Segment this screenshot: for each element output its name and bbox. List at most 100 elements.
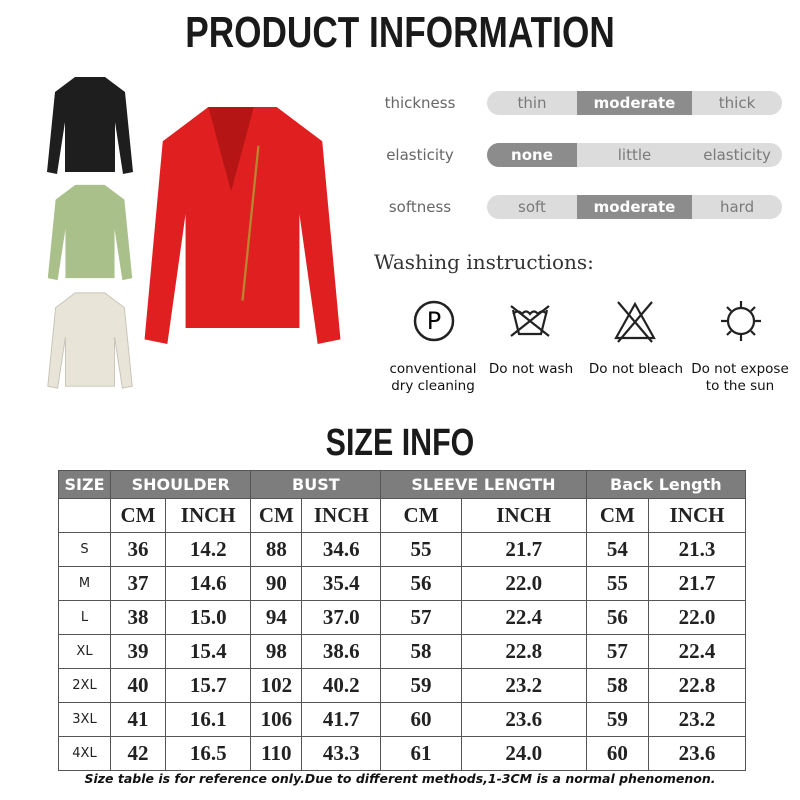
scale-option: hard (719, 198, 755, 216)
value-cell: 14.6 (165, 566, 252, 601)
header-bust: BUST (250, 470, 382, 499)
value-cell: 90 (250, 566, 303, 601)
value-cell: 37 (109, 566, 167, 601)
value-cell: 22.8 (460, 634, 587, 669)
value-cell: 23.6 (460, 702, 587, 737)
scale-option: moderate (576, 91, 693, 115)
attribute-scale: thin moderate thick (487, 91, 782, 115)
value-cell: 36 (109, 532, 167, 567)
svg-text:P: P (427, 307, 441, 335)
value-cell: 22.0 (648, 600, 746, 635)
value-cell: 38.6 (301, 634, 382, 669)
washing-label-line2: to the sun (705, 378, 775, 394)
value-cell: 58 (380, 634, 462, 669)
value-cell: 21.7 (648, 566, 746, 601)
do-not-sun-icon (721, 301, 761, 341)
size-cell: M (58, 566, 111, 601)
value-cell: 43.3 (301, 736, 382, 771)
washing-label-line1: Do not bleach (588, 361, 684, 377)
value-cell: 58 (585, 668, 650, 703)
value-cell: 40.2 (301, 668, 382, 703)
value-cell: 60 (585, 736, 650, 771)
jacket-shape (47, 77, 133, 174)
value-cell: 98 (250, 634, 303, 669)
value-cell: 106 (250, 702, 303, 737)
value-cell: 34.6 (301, 532, 382, 567)
header-size: SIZE (58, 470, 111, 499)
value-cell: 88 (250, 532, 303, 567)
page-title: PRODUCT INFORMATION (185, 8, 615, 57)
scale-option: elasticity (703, 146, 771, 164)
value-cell: 40 (109, 668, 167, 703)
subheader-cell: INCH (648, 498, 746, 533)
scale-option: thick (718, 94, 756, 112)
attribute-row-elasticity: elasticity none little elasticity (380, 143, 782, 167)
value-cell: 14.2 (165, 532, 252, 567)
value-cell: 55 (380, 532, 462, 567)
value-cell: 41 (109, 702, 167, 737)
scale-option: little (617, 146, 652, 164)
value-cell: 57 (380, 600, 462, 635)
table-row: 4XL 42 16.5 110 43.3 61 24.0 60 23.6 (58, 736, 746, 771)
value-cell: 37.0 (301, 600, 382, 635)
size-cell: XL (58, 634, 111, 669)
do-not-bleach-icon (614, 301, 656, 343)
value-cell: 22.8 (648, 668, 746, 703)
table-row: S 36 14.2 88 34.6 55 21.7 54 21.3 (58, 532, 746, 567)
scale-option: moderate (576, 195, 693, 219)
jacket-shape (144, 107, 341, 344)
size-cell: S (58, 532, 111, 567)
table-row: L 38 15.0 94 37.0 57 22.4 56 22.0 (58, 600, 746, 635)
subheader-cell: CM (250, 498, 303, 533)
table-header-row: SIZE SHOULDER BUST SLEEVE LENGTH Back Le… (58, 470, 747, 499)
scale-option: thin (517, 94, 547, 112)
value-cell: 59 (380, 668, 462, 703)
washing-label: conventional dry cleaning (378, 361, 488, 395)
table-row: 3XL 41 16.1 106 41.7 60 23.6 59 23.2 (58, 702, 746, 737)
size-table: SIZE SHOULDER BUST SLEEVE LENGTH Back Le… (58, 470, 747, 771)
value-cell: 35.4 (301, 566, 382, 601)
attribute-row-softness: softness soft moderate hard (380, 195, 782, 219)
header-sleeve-length: SLEEVE LENGTH (380, 470, 587, 499)
value-cell: 56 (585, 600, 650, 635)
value-cell: 56 (380, 566, 462, 601)
value-cell: 15.7 (165, 668, 252, 703)
size-note: Size table is for reference only.Due to … (84, 771, 716, 786)
value-cell: 38 (109, 600, 167, 635)
value-cell: 16.5 (165, 736, 252, 771)
value-cell: 22.0 (460, 566, 587, 601)
attribute-row-thickness: thickness thin moderate thick (380, 91, 782, 115)
washing-label-line2: dry cleaning (391, 378, 475, 394)
jacket-shape (47, 292, 133, 389)
value-cell: 23.6 (648, 736, 746, 771)
scale-option: soft (518, 198, 546, 216)
value-cell: 59 (585, 702, 650, 737)
attribute-scale: soft moderate hard (487, 195, 782, 219)
header-shoulder: SHOULDER (109, 470, 252, 499)
subheader-cell: CM (585, 498, 650, 533)
subheader-cell: CM (109, 498, 167, 533)
value-cell: 61 (380, 736, 462, 771)
attribute-label: thickness (384, 94, 456, 112)
table-subheader-row: CM INCH CM INCH CM INCH CM INCH (58, 498, 746, 533)
value-cell: 21.7 (460, 532, 587, 567)
value-cell: 41.7 (301, 702, 382, 737)
washing-label: Do not wash (476, 361, 586, 378)
value-cell: 23.2 (648, 702, 746, 737)
value-cell: 23.2 (460, 668, 587, 703)
value-cell: 15.4 (165, 634, 252, 669)
jacket-image-black (47, 77, 133, 174)
washing-label-line1: conventional (389, 361, 477, 377)
attribute-label: softness (388, 198, 452, 216)
attribute-label: elasticity (386, 146, 454, 164)
washing-label-line1: Do not wash (488, 361, 574, 377)
value-cell: 21.3 (648, 532, 746, 567)
empty-cell (58, 498, 111, 533)
table-row: 2XL 40 15.7 102 40.2 59 23.2 58 22.8 (58, 668, 746, 703)
value-cell: 24.0 (460, 736, 587, 771)
jacket-shape (47, 184, 133, 281)
washing-label: Do not expose to the sun (685, 361, 795, 395)
washing-label: Do not bleach (581, 361, 691, 378)
value-cell: 42 (109, 736, 167, 771)
size-cell: 2XL (58, 668, 111, 703)
